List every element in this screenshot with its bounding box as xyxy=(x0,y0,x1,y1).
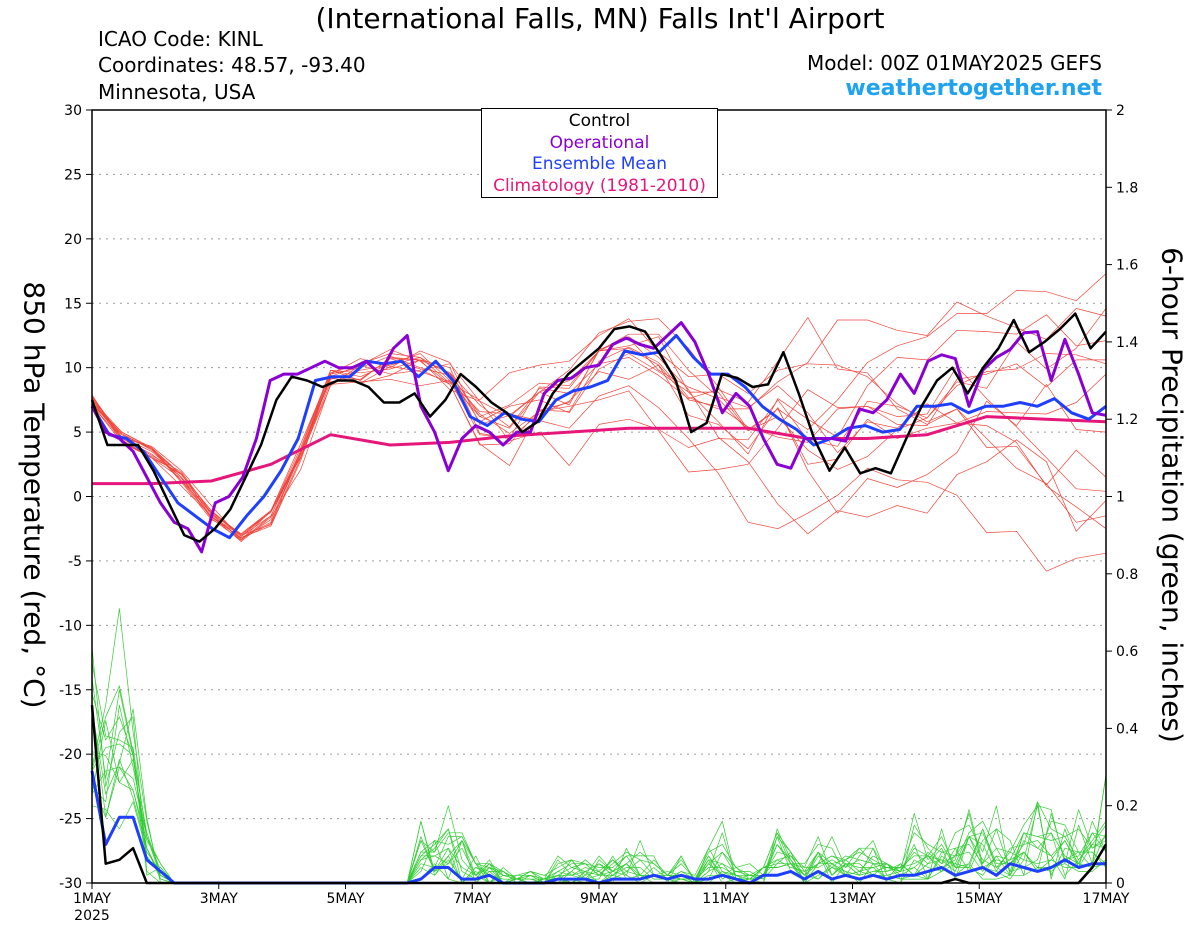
x-tick-label: 15MAY xyxy=(956,891,1003,907)
y-tick-label-left: 0 xyxy=(73,490,82,506)
y-tick-label-left: 30 xyxy=(64,103,82,119)
precipitation-member-line xyxy=(91,678,1107,884)
model-run: Model: 00Z 01MAY2025 GEFS xyxy=(807,51,1102,75)
operational-line xyxy=(90,321,1107,554)
temperature-member-line xyxy=(91,318,1107,541)
x-tick-label: 13MAY xyxy=(829,891,876,907)
precipitation-member-line xyxy=(91,685,1107,884)
temperature-control-line xyxy=(90,312,1107,543)
y-tick-label-left: 5 xyxy=(73,425,82,441)
temperature-member-line xyxy=(91,273,1107,541)
temperature-member-line xyxy=(91,353,1107,572)
temperature-members xyxy=(91,273,1107,572)
precipitation-members xyxy=(91,608,1107,884)
precipitation-member-line xyxy=(91,751,1107,884)
x-axis: 1MAY2025 3MAY 5MAY 7MAY 9MAY 11MAY 13MAY 15MAY 1… xyxy=(73,883,1130,924)
temperature-member-line xyxy=(91,336,1107,537)
y-tick-label-right: 1.2 xyxy=(1116,412,1138,428)
legend-item-control: Control xyxy=(568,111,631,131)
x-tick-label: 9MAY xyxy=(580,891,618,907)
legend: Control Operational Ensemble Mean Climat… xyxy=(481,108,718,198)
y-tick-label-right: 0.6 xyxy=(1116,644,1138,660)
y-tick-label-right: 0 xyxy=(1116,876,1125,892)
y-tick-label-right: 1 xyxy=(1116,490,1125,506)
precipitation-member-line xyxy=(91,647,1107,884)
x-tick-year-label: 2025 xyxy=(74,908,110,924)
y-tick-label-left: -15 xyxy=(59,683,82,699)
temperature-member-line xyxy=(91,301,1107,536)
y-tick-label-left: -10 xyxy=(59,618,82,634)
site-link[interactable]: weathertogether.net xyxy=(845,76,1102,101)
y-tick-label-left: -20 xyxy=(59,747,82,763)
temperature-main-lines xyxy=(90,312,1107,554)
y-axis-label-right: 6-hour Precipitation (green, inches) xyxy=(1155,247,1189,743)
temperature-member-line xyxy=(91,353,1107,535)
precipitation-member-line xyxy=(91,743,1107,884)
y-tick-label-right: 0.4 xyxy=(1116,721,1138,737)
y-tick-label-left: -25 xyxy=(59,812,82,828)
precipitation-member-line xyxy=(91,708,1107,884)
icao-code: ICAO Code: KINL xyxy=(98,27,263,51)
y-tick-label-left: 20 xyxy=(64,232,82,248)
y-tick-label-left: -5 xyxy=(68,554,82,570)
y-tick-label-left: 15 xyxy=(64,296,82,312)
legend-item-mean: Ensemble Mean xyxy=(531,154,668,174)
y-tick-label-right: 1.4 xyxy=(1116,335,1138,351)
precipitation-member-line xyxy=(91,608,1107,884)
region: Minnesota, USA xyxy=(98,80,256,104)
x-tick-label: 5MAY xyxy=(326,891,364,907)
temperature-member-line xyxy=(91,364,1107,542)
y-tick-label-left: -30 xyxy=(59,876,82,892)
temperature-member-line xyxy=(91,347,1106,539)
grid-lines xyxy=(92,173,1106,820)
temperature-member-line xyxy=(91,357,1107,540)
y-tick-label-right: 0.8 xyxy=(1116,567,1138,583)
coordinates: Coordinates: 48.57, -93.40 xyxy=(98,53,366,77)
temperature-member-line xyxy=(91,353,1107,535)
y-tick-label-right: 1.8 xyxy=(1116,180,1138,196)
y-tick-label-right: 2 xyxy=(1116,103,1125,119)
right-axis: 0 0.2 0.4 0.6 0.8 1 1.2 1.4 1.6 1.8 2 xyxy=(1106,103,1138,892)
x-tick-label: 7MAY xyxy=(453,891,491,907)
precipitation-member-line xyxy=(91,693,1107,884)
climatology-line xyxy=(92,415,1107,486)
x-tick-label: 1MAY xyxy=(73,891,111,907)
y-tick-label-left: 25 xyxy=(64,167,82,183)
y-tick-label-left: 10 xyxy=(64,361,82,377)
x-tick-label: 3MAY xyxy=(200,891,238,907)
left-axis: -30 -25 -20 -15 -10 -5 0 5 10 15 20 25 30 xyxy=(59,103,92,892)
x-tick-label: 11MAY xyxy=(702,891,749,907)
legend-item-climatology: Climatology (1981-2010) xyxy=(493,175,706,196)
x-tick-label: 17MAY xyxy=(1083,891,1130,907)
page-title: (International Falls, MN) Falls Int'l Ai… xyxy=(315,2,885,35)
legend-item-operational: Operational xyxy=(549,132,650,153)
precipitation-member-line xyxy=(91,720,1107,884)
temperature-member-line xyxy=(91,314,1107,536)
y-tick-label-right: 1.6 xyxy=(1116,258,1138,274)
y-axis-label-left: 850 hPa Temperature (red, °C) xyxy=(17,281,51,709)
temperature-mean-line xyxy=(90,334,1107,540)
y-tick-label-right: 0.2 xyxy=(1116,799,1138,815)
